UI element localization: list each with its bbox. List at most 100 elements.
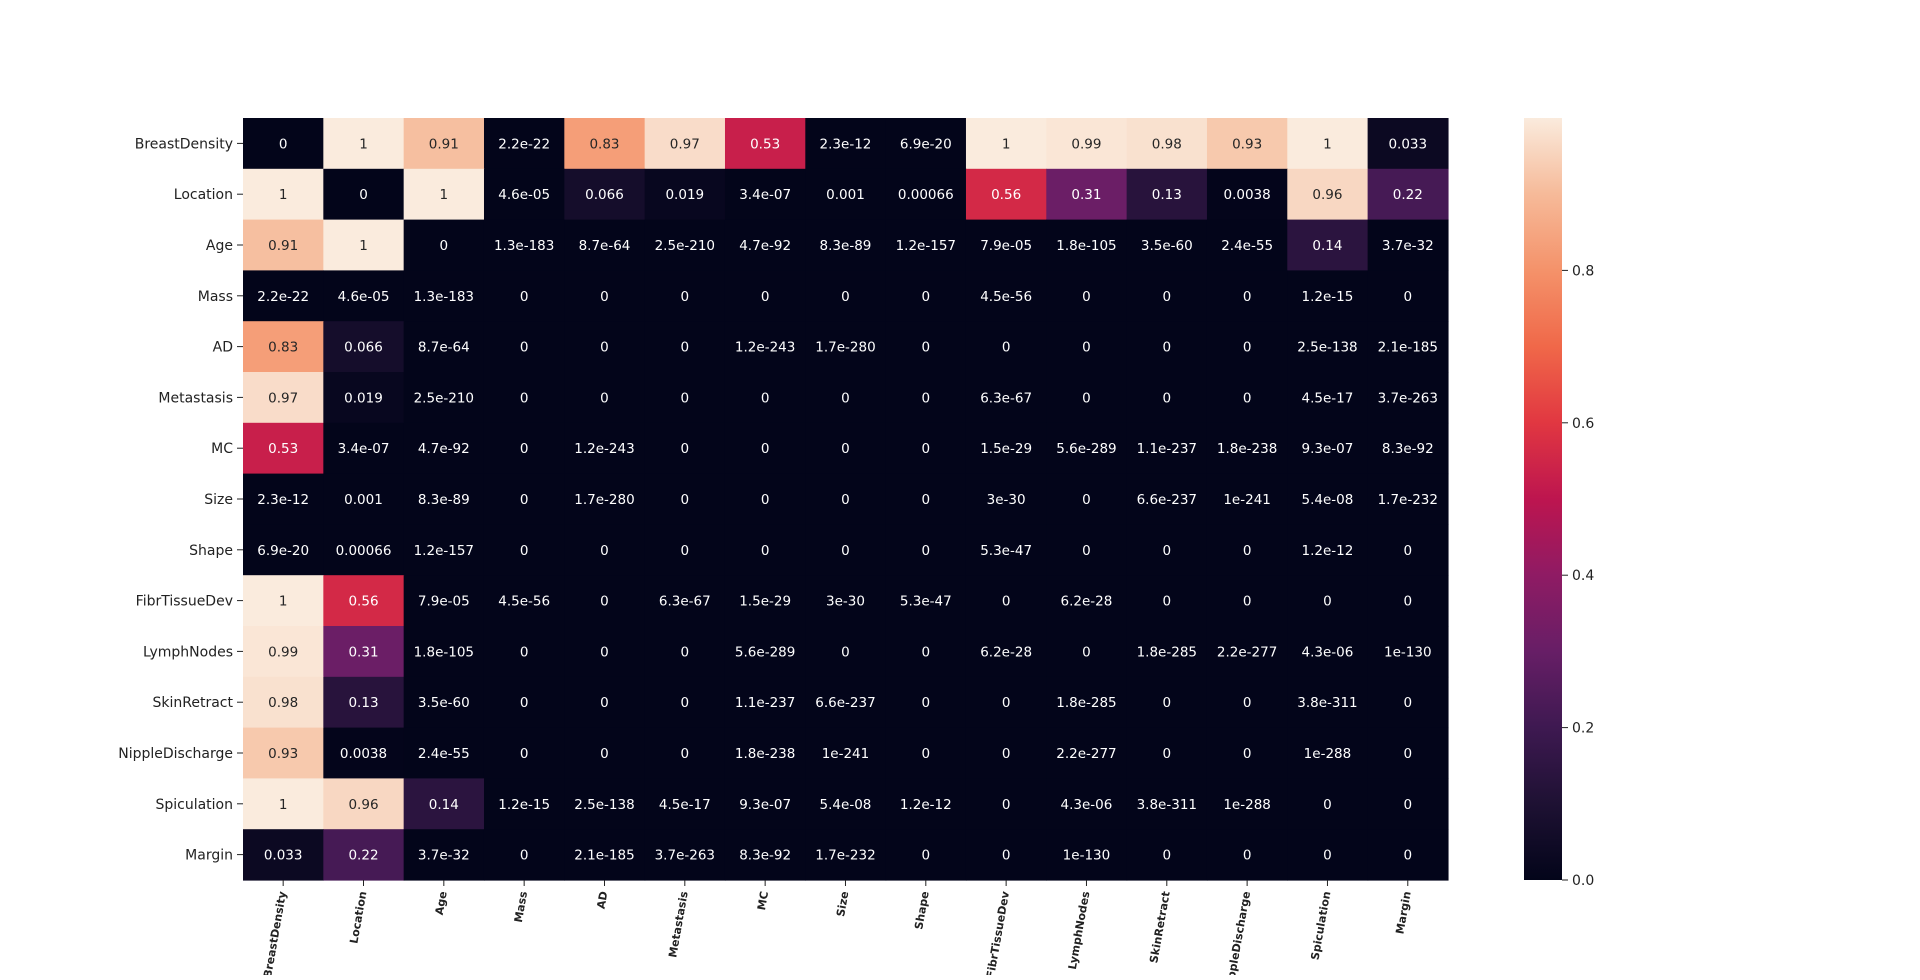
heatmap-cell [805, 676, 887, 729]
cell-value-label: 0.83 [589, 136, 619, 152]
cell-value-label: 3e-30 [987, 492, 1026, 508]
cell-value-label: 6.6e-237 [815, 695, 875, 711]
cell-value-label: 0 [922, 390, 931, 406]
heatmap-cell [1367, 727, 1449, 779]
heatmap-cell [724, 575, 806, 627]
heatmap-cell [805, 422, 887, 475]
heatmap-cell [1287, 168, 1369, 221]
heatmap-cell [564, 626, 646, 678]
cell-value-label: 0 [520, 695, 529, 711]
heatmap-cell [1126, 676, 1208, 729]
heatmap-cell [243, 321, 324, 373]
heatmap-cell [885, 219, 967, 271]
heatmap-cell [885, 473, 967, 525]
heatmap-cell [1206, 727, 1288, 779]
heatmap-cell [644, 422, 726, 475]
heatmap-cell [483, 422, 565, 475]
heatmap-cell [1046, 829, 1128, 881]
cell-value-label: 8.3e-89 [820, 238, 872, 254]
heatmap-cell [403, 219, 485, 271]
heatmap-cell [805, 321, 887, 373]
colorbar [1524, 118, 1562, 880]
cell-value-label: 0 [761, 543, 770, 559]
cell-value-label: 0 [841, 644, 850, 660]
heatmap-cell [564, 270, 646, 322]
cell-value-label: 6.3e-67 [659, 594, 711, 610]
cell-value-label: 0 [600, 594, 609, 610]
cell-value-label: 2.2e-277 [1217, 644, 1277, 660]
heatmap-cell [1046, 626, 1128, 678]
cell-value-label: 0 [1082, 644, 1091, 660]
heatmap-cell [483, 321, 565, 373]
cell-value-label: 1.1e-237 [735, 695, 795, 711]
heatmap-cell [1206, 778, 1288, 830]
heatmap-cell [564, 321, 646, 373]
heatmap-cell [724, 321, 806, 373]
heatmap-cell [965, 321, 1047, 373]
heatmap-cell [483, 524, 565, 576]
heatmap-cell [885, 676, 967, 729]
heatmap-cell [323, 626, 405, 678]
heatmap-cell [1126, 778, 1208, 830]
cell-value-label: 0.13 [1152, 187, 1182, 203]
heatmap-cell [564, 118, 646, 170]
heatmap-cell [243, 727, 324, 779]
heatmap-cell [724, 626, 806, 678]
cell-value-label: 1.8e-285 [1137, 644, 1197, 660]
cell-value-label: 1.2e-12 [1302, 543, 1354, 559]
cell-value-label: 0.001 [344, 492, 383, 508]
x-tick-label: Mass [512, 890, 530, 924]
heatmap-cell [323, 270, 405, 322]
heatmap-cell [243, 372, 324, 424]
colorbar-tick-label: 0.0 [1572, 873, 1594, 889]
cell-value-label: 0.98 [268, 695, 298, 711]
cell-value-label: 1.2e-157 [896, 238, 956, 254]
cell-value-label: 0 [1163, 340, 1172, 356]
cell-value-label: 0.0038 [340, 746, 387, 762]
heatmap-cell [243, 118, 324, 170]
cell-value-label: 1.7e-232 [815, 848, 875, 864]
cell-value-label: 0 [1163, 543, 1172, 559]
heatmap-cell [1287, 676, 1369, 729]
cell-value-label: 6.2e-28 [980, 644, 1032, 660]
heatmap-cell [1367, 422, 1449, 475]
x-tick-label: AD [595, 890, 611, 910]
heatmap-cell [805, 219, 887, 271]
heatmap-cell [1126, 422, 1208, 475]
heatmap-cell [1046, 219, 1128, 271]
cell-value-label: 2.5e-138 [574, 797, 634, 813]
heatmap-cell [644, 270, 726, 322]
cell-value-label: 4.3e-06 [1302, 644, 1354, 660]
heatmap-cell [403, 626, 485, 678]
heatmap-cell [644, 372, 726, 424]
cell-value-label: 0.22 [348, 848, 378, 864]
heatmap-cell [724, 829, 806, 881]
heatmap-cell [805, 524, 887, 576]
heatmap-cell [965, 270, 1047, 322]
cell-value-label: 0 [681, 543, 690, 559]
cell-value-label: 0.56 [348, 594, 378, 610]
heatmap-cell [1287, 778, 1369, 830]
cell-value-label: 1.8e-105 [414, 644, 474, 660]
colorbar-tick-label: 0.2 [1572, 721, 1594, 737]
heatmap-cell [243, 168, 324, 221]
y-tick-label: Location [174, 187, 233, 203]
cell-value-label: 0 [1002, 797, 1011, 813]
heatmap-cell [724, 118, 806, 170]
heatmap-cell [1046, 676, 1128, 729]
cell-value-label: 0.99 [268, 644, 298, 660]
heatmap-cell [1046, 778, 1128, 830]
cell-value-label: 1 [440, 187, 449, 203]
heatmap-cell [965, 575, 1047, 627]
heatmap-cell [1287, 270, 1369, 322]
heatmap-cell [483, 219, 565, 271]
heatmap-cell [403, 372, 485, 424]
heatmap-cell [243, 829, 324, 881]
cell-value-label: 0 [600, 543, 609, 559]
heatmap-cell [243, 270, 324, 322]
cell-value-label: 0 [1082, 492, 1091, 508]
heatmap-cell [885, 372, 967, 424]
cell-value-label: 0 [1002, 848, 1011, 864]
heatmap-cell [965, 219, 1047, 271]
heatmap-cell [483, 727, 565, 779]
